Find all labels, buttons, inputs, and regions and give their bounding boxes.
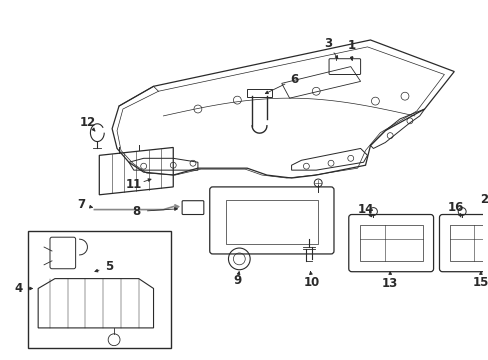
Text: 10: 10 <box>304 276 320 289</box>
Text: 3: 3 <box>324 37 331 50</box>
Text: 5: 5 <box>105 260 113 273</box>
Text: 7: 7 <box>77 198 85 211</box>
Text: 4: 4 <box>14 282 22 295</box>
Text: 16: 16 <box>447 201 464 214</box>
Bar <box>449 225 488 261</box>
Text: 6: 6 <box>290 73 298 86</box>
Text: 12: 12 <box>79 116 95 129</box>
Text: 1: 1 <box>347 39 355 53</box>
Bar <box>225 200 318 244</box>
Bar <box>247 89 271 97</box>
Text: 9: 9 <box>233 274 241 287</box>
Text: 14: 14 <box>357 203 373 216</box>
Text: 15: 15 <box>472 276 488 289</box>
Text: 2: 2 <box>479 193 487 206</box>
Bar <box>28 231 171 348</box>
Text: 11: 11 <box>125 179 142 192</box>
Text: 8: 8 <box>132 205 141 218</box>
Text: 13: 13 <box>381 277 398 290</box>
Bar <box>359 225 422 261</box>
